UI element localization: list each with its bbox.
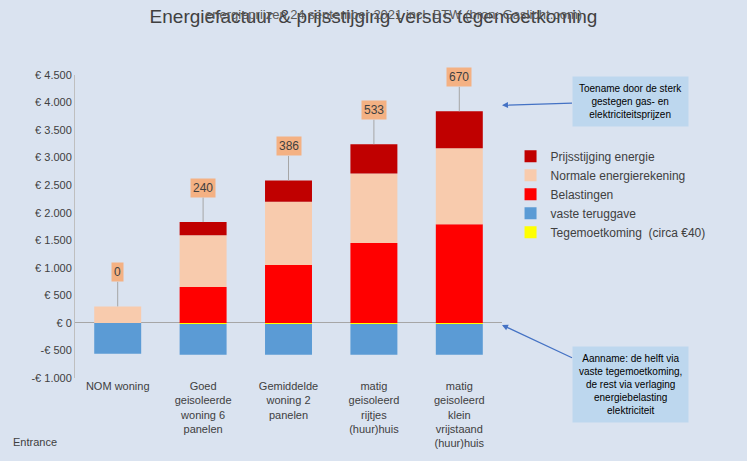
svg-text:240: 240 <box>193 181 213 195</box>
svg-text:NOM woning: NOM woning <box>86 380 150 392</box>
svg-text:€ 4.500: € 4.500 <box>35 69 72 81</box>
svg-text:matiggeisoleerdkleinvrijstaand: matiggeisoleerdkleinvrijstaand(huur)huis <box>434 380 485 449</box>
svg-text:Normale energierekening: Normale energierekening <box>551 169 686 183</box>
svg-text:€ 2.500: € 2.500 <box>35 179 72 191</box>
svg-text:533: 533 <box>364 103 384 117</box>
svg-text:Energiefactuur & prijsstijging: Energiefactuur & prijsstijging versus te… <box>150 6 598 27</box>
svg-text:Tegemoetkoming (circa €40): Tegemoetkoming (circa €40) <box>551 226 706 240</box>
svg-text:-€ 500: -€ 500 <box>41 344 72 356</box>
svg-text:Goedgeisoleerdewoning 6panelen: Goedgeisoleerdewoning 6panelen <box>175 380 232 435</box>
svg-text:vaste teruggave: vaste teruggave <box>551 207 637 221</box>
svg-text:Toename door de sterkgestegen: Toename door de sterkgestegen gas- enele… <box>579 83 682 120</box>
svg-text:-€ 1.000: -€ 1.000 <box>31 372 71 384</box>
svg-text:670: 670 <box>449 70 469 84</box>
svg-text:Belastingen: Belastingen <box>551 188 614 202</box>
svg-text:€ 4.000: € 4.000 <box>35 96 72 108</box>
svg-text:€ 2.000: € 2.000 <box>35 207 72 219</box>
svg-text:Gemiddeldewoning 2panelen: Gemiddeldewoning 2panelen <box>259 380 318 421</box>
svg-text:Entrance: Entrance <box>13 436 57 448</box>
svg-text:energieprijzen 24 september 20: energieprijzen 24 september 2021 incl. B… <box>205 7 582 22</box>
svg-text:Prijsstijging energie: Prijsstijging energie <box>551 150 655 164</box>
svg-text:matiggeisoleerdrijtjes(huur)hu: matiggeisoleerdrijtjes(huur)huis <box>349 380 400 435</box>
svg-text:€ 3.000: € 3.000 <box>35 151 72 163</box>
svg-text:€ 3.500: € 3.500 <box>35 124 72 136</box>
svg-text:€ 1.500: € 1.500 <box>35 234 72 246</box>
svg-text:Aanname: de helft viavaste teg: Aanname: de helft viavaste tegemoetkomin… <box>579 353 682 416</box>
svg-text:€ 0: € 0 <box>57 317 72 329</box>
svg-text:€ 1.000: € 1.000 <box>35 262 72 274</box>
svg-text:386: 386 <box>279 139 299 153</box>
svg-text:0: 0 <box>114 265 121 279</box>
svg-text:€ 500: € 500 <box>44 289 72 301</box>
